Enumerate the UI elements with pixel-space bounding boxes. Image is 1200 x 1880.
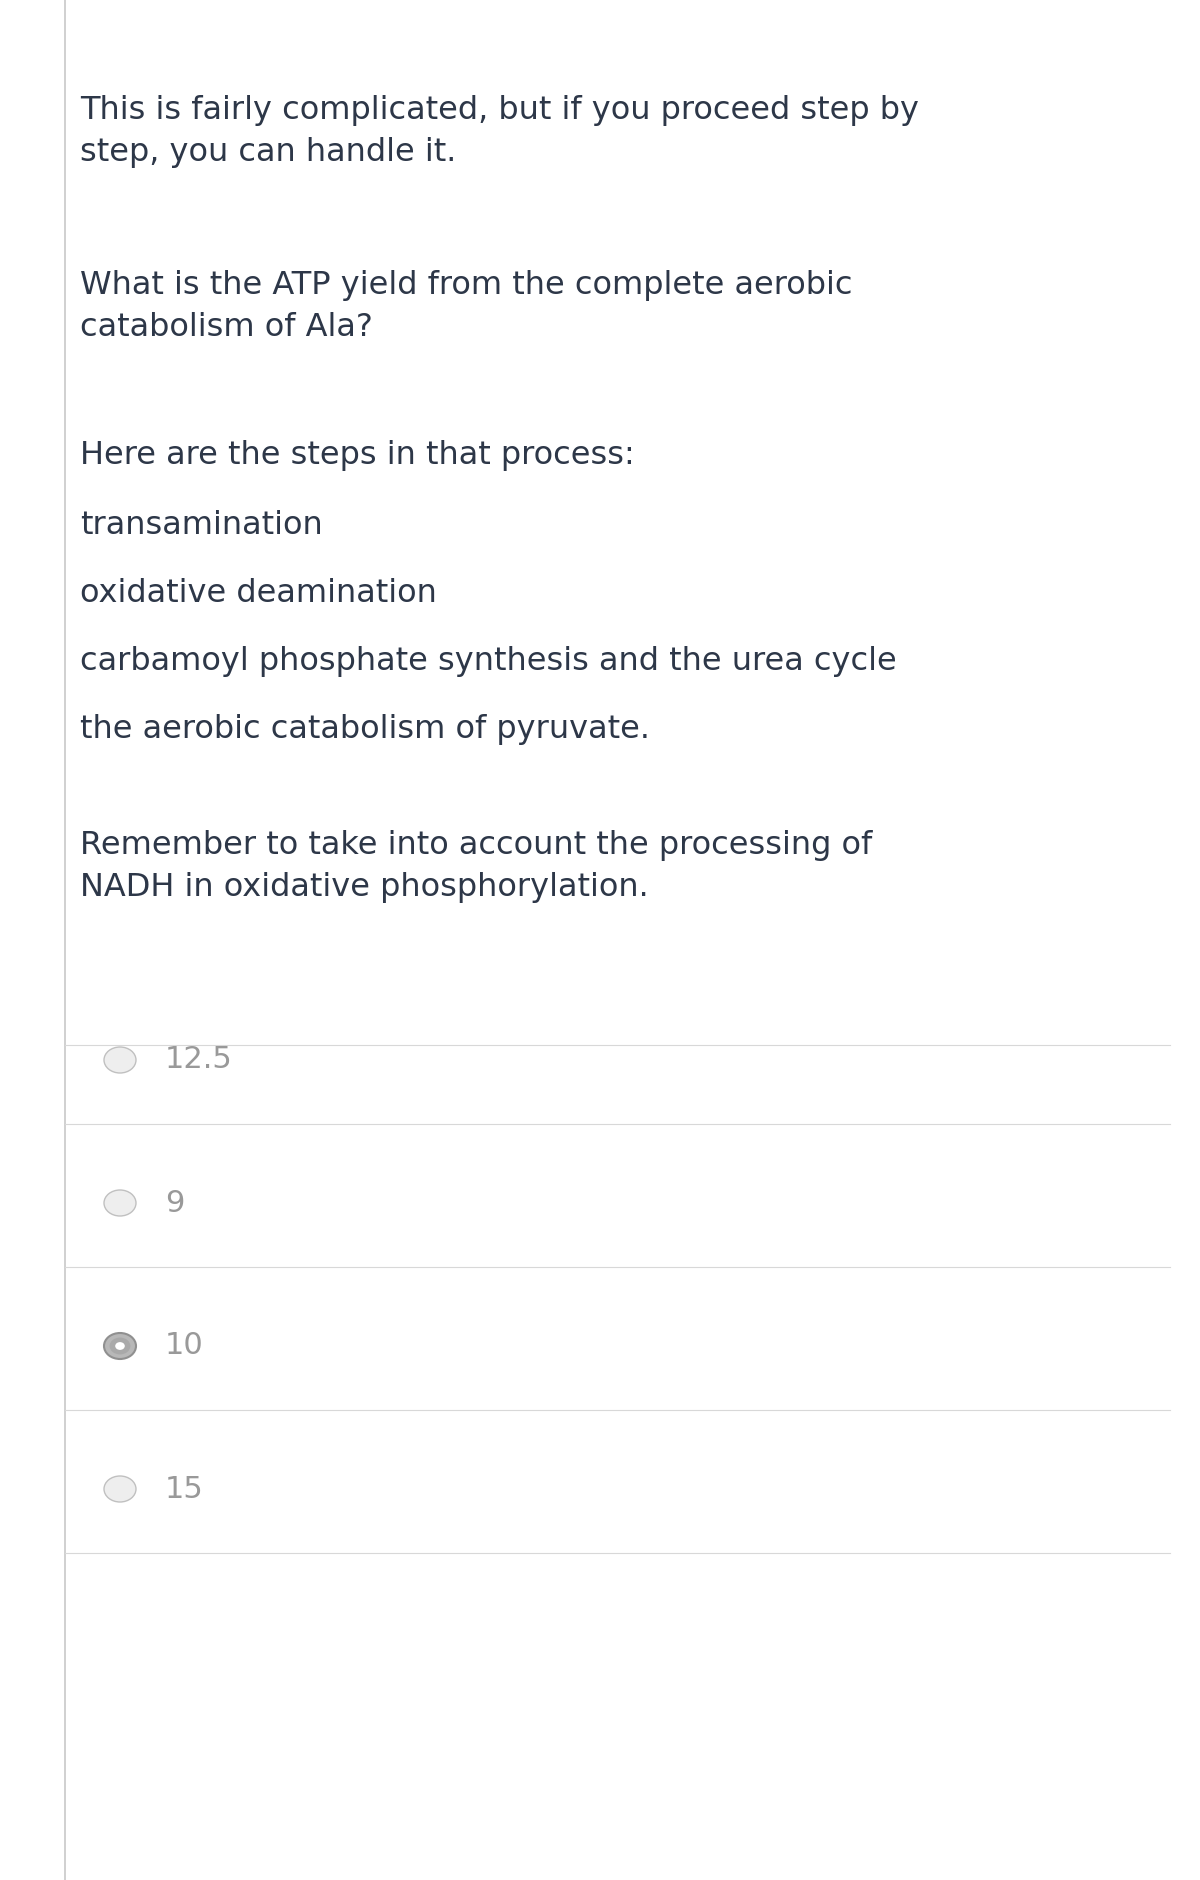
Ellipse shape	[104, 1190, 136, 1216]
Text: NADH in oxidative phosphorylation.: NADH in oxidative phosphorylation.	[80, 872, 649, 902]
Ellipse shape	[104, 1476, 136, 1502]
Ellipse shape	[104, 1333, 136, 1359]
Text: What is the ATP yield from the complete aerobic: What is the ATP yield from the complete …	[80, 271, 852, 301]
Text: This is fairly complicated, but if you proceed step by: This is fairly complicated, but if you p…	[80, 96, 919, 126]
Ellipse shape	[115, 1342, 125, 1350]
Text: the aerobic catabolism of pyruvate.: the aerobic catabolism of pyruvate.	[80, 714, 650, 744]
Text: 12.5: 12.5	[166, 1045, 233, 1075]
Text: Here are the steps in that process:: Here are the steps in that process:	[80, 440, 635, 472]
Text: 10: 10	[166, 1331, 204, 1361]
Text: transamination: transamination	[80, 509, 323, 541]
Text: 9: 9	[166, 1188, 185, 1218]
Text: step, you can handle it.: step, you can handle it.	[80, 137, 456, 167]
Text: carbamoyl phosphate synthesis and the urea cycle: carbamoyl phosphate synthesis and the ur…	[80, 647, 896, 677]
Text: 15: 15	[166, 1474, 204, 1504]
Ellipse shape	[109, 1337, 131, 1354]
Text: catabolism of Ala?: catabolism of Ala?	[80, 312, 373, 342]
Ellipse shape	[104, 1047, 136, 1073]
Text: Remember to take into account the processing of: Remember to take into account the proces…	[80, 829, 872, 861]
Text: oxidative deamination: oxidative deamination	[80, 577, 437, 609]
